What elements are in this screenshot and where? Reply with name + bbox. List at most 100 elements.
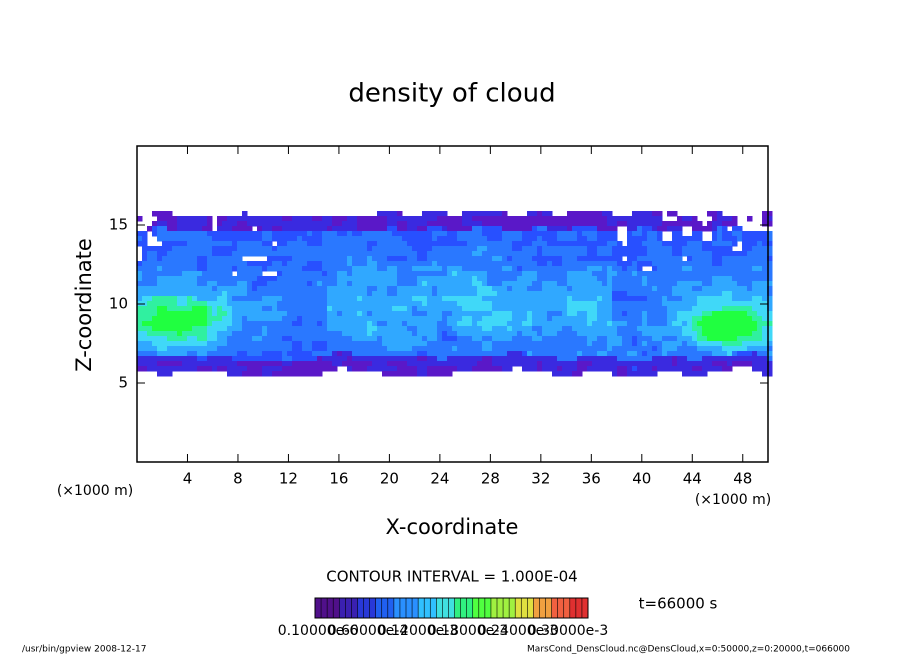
field-cell <box>502 251 508 257</box>
field-cell <box>517 286 523 292</box>
field-cell <box>247 271 253 277</box>
field-cell <box>642 316 648 322</box>
field-cell <box>407 246 413 252</box>
field-cell <box>542 291 548 297</box>
field-cell <box>182 231 188 237</box>
field-cell <box>557 216 563 222</box>
field-cell <box>142 366 148 372</box>
field-cell <box>637 281 643 287</box>
field-cell <box>417 286 423 292</box>
field-cell <box>667 241 673 247</box>
field-cell <box>532 341 538 347</box>
field-cell <box>682 271 688 277</box>
field-cell <box>422 281 428 287</box>
field-cell <box>457 326 463 332</box>
field-cell <box>367 266 373 272</box>
field-cell <box>437 266 443 272</box>
field-cell <box>562 216 568 222</box>
field-cell <box>247 286 253 292</box>
field-cell <box>727 346 733 352</box>
field-cell <box>237 291 243 297</box>
field-cell <box>237 336 243 342</box>
field-cell <box>462 311 468 317</box>
field-cell <box>307 216 313 222</box>
field-cell <box>527 236 533 242</box>
field-cell <box>462 226 468 232</box>
field-cell <box>662 356 668 362</box>
field-cell <box>487 276 493 282</box>
field-cell <box>147 281 153 287</box>
field-cell <box>277 306 283 312</box>
field-cell <box>317 226 323 232</box>
field-cell <box>147 351 153 357</box>
field-cell <box>262 226 268 232</box>
field-cell <box>362 216 368 222</box>
field-cell <box>432 311 438 317</box>
field-cell <box>182 341 188 347</box>
field-cell <box>722 296 728 302</box>
field-cell <box>582 296 588 302</box>
field-cell <box>177 231 183 237</box>
field-cell <box>362 331 368 337</box>
field-cell <box>682 216 688 222</box>
field-cell <box>737 321 743 327</box>
field-cell <box>472 221 478 227</box>
field-cell <box>157 336 163 342</box>
field-cell <box>587 311 593 317</box>
field-cell <box>337 306 343 312</box>
x-tick-label: 40 <box>632 470 651 488</box>
field-cell <box>362 296 368 302</box>
field-cell <box>427 251 433 257</box>
field-cell <box>482 331 488 337</box>
colorbar-cell <box>387 598 395 618</box>
field-cell <box>267 221 273 227</box>
field-cell <box>607 221 613 227</box>
field-cell <box>392 281 398 287</box>
field-cell <box>362 316 368 322</box>
field-cell <box>477 361 483 367</box>
field-cell <box>487 346 493 352</box>
field-cell <box>287 256 293 262</box>
field-cell <box>487 231 493 237</box>
field-cell <box>427 311 433 317</box>
field-cell <box>357 216 363 222</box>
field-cell <box>392 236 398 242</box>
field-cell <box>437 346 443 352</box>
field-cell <box>697 301 703 307</box>
field-cell <box>397 256 403 262</box>
field-cell <box>567 221 573 227</box>
field-cell <box>737 231 743 237</box>
field-cell <box>647 371 653 377</box>
field-cell <box>712 351 718 357</box>
field-cell <box>697 356 703 362</box>
field-cell <box>227 231 233 237</box>
field-cell <box>237 221 243 227</box>
field-cell <box>502 226 508 232</box>
field-cell <box>382 281 388 287</box>
field-cell <box>202 316 208 322</box>
field-cell <box>342 311 348 317</box>
field-cell <box>212 256 218 262</box>
field-cell <box>552 356 558 362</box>
field-cell <box>467 326 473 332</box>
field-cell <box>272 366 278 372</box>
field-cell <box>262 296 268 302</box>
field-cell <box>272 231 278 237</box>
field-cell <box>437 251 443 257</box>
field-cell <box>602 361 608 367</box>
field-cell <box>412 371 418 377</box>
field-cell <box>147 286 153 292</box>
field-cell <box>527 241 533 247</box>
field-cell <box>647 346 653 352</box>
field-cell <box>252 301 258 307</box>
field-cell <box>437 271 443 277</box>
field-cell <box>442 361 448 367</box>
field-cell <box>272 316 278 322</box>
field-cell <box>482 306 488 312</box>
field-cell <box>242 331 248 337</box>
field-cell <box>602 291 608 297</box>
field-cell <box>647 281 653 287</box>
field-cell <box>547 281 553 287</box>
field-cell <box>442 231 448 237</box>
field-cell <box>472 301 478 307</box>
